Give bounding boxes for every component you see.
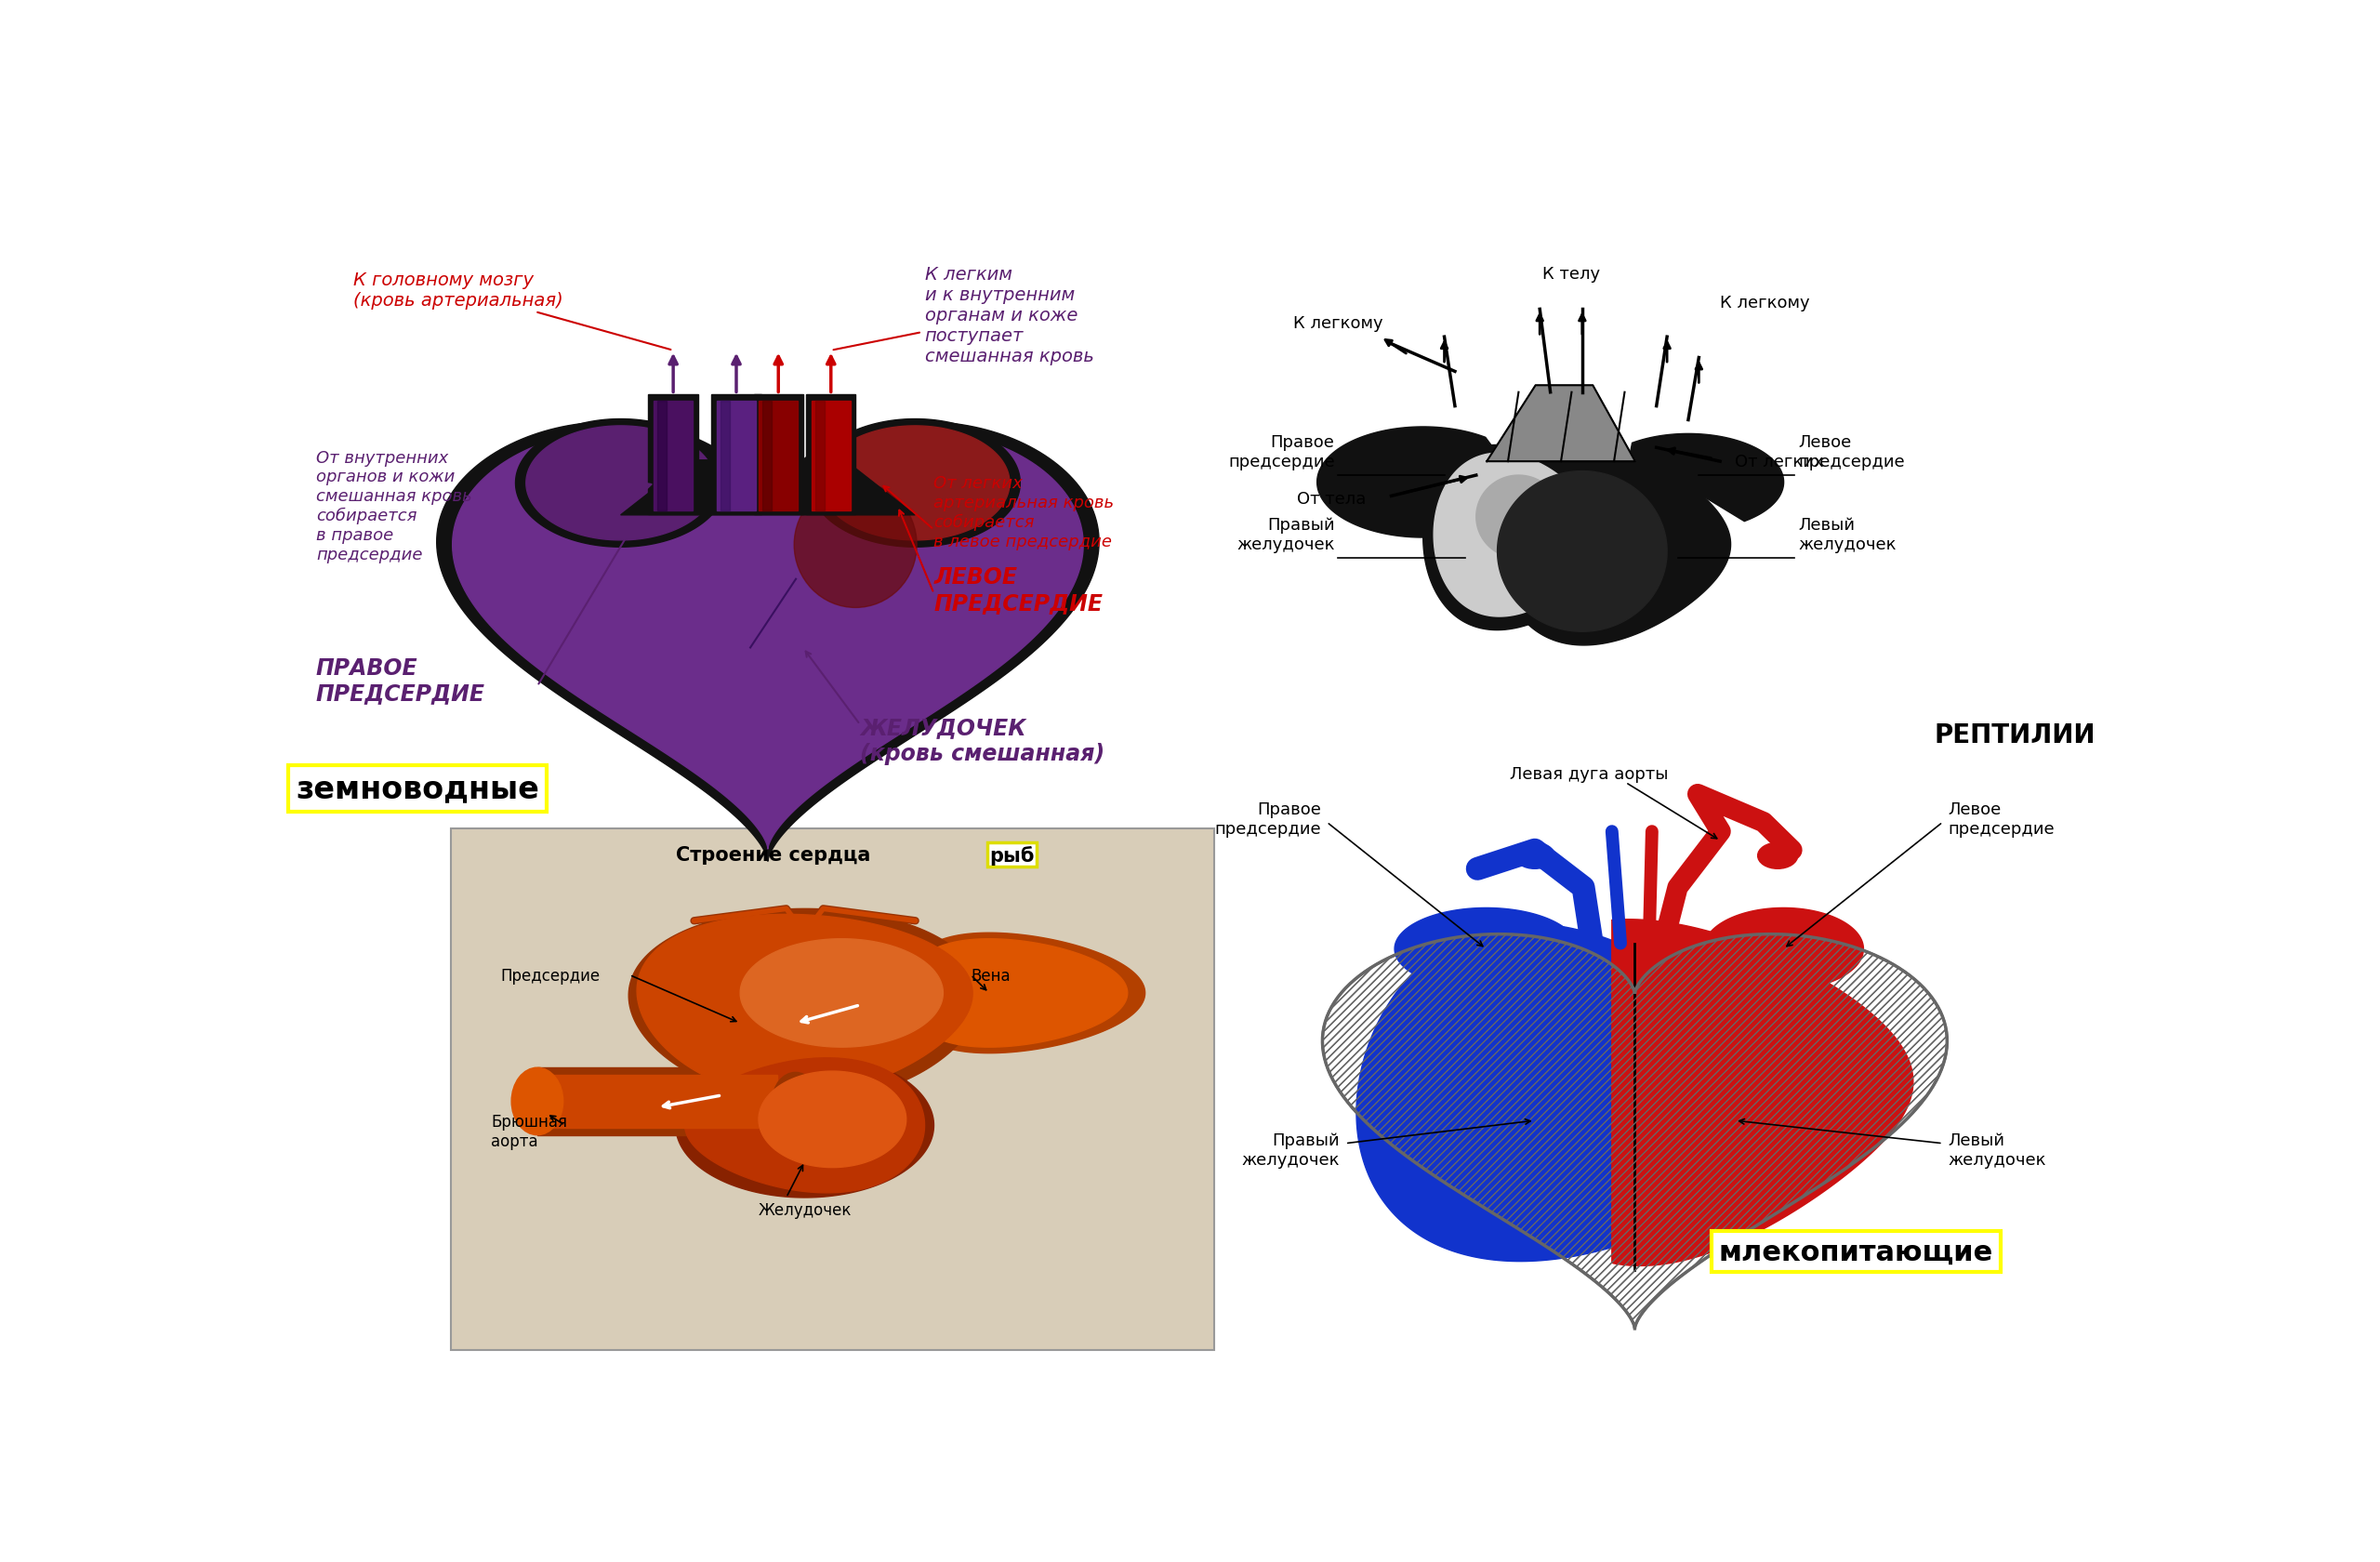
Text: Вена: Вена [971, 967, 1012, 984]
Text: ЛЕВОЕ
ПРЕДСЕРДИЕ: ЛЕВОЕ ПРЕДСЕРДИЕ [933, 567, 1102, 614]
Text: Правый
желудочек: Правый желудочек [1242, 1131, 1340, 1168]
Polygon shape [1476, 476, 1561, 559]
Text: РЕПТИЛИИ: РЕПТИЛИИ [1935, 722, 2097, 748]
Circle shape [1759, 843, 1797, 868]
Text: От легких
артериальная кровь
собирается
в левое предсердие: От легких артериальная кровь собирается … [933, 475, 1114, 550]
Polygon shape [1316, 428, 1518, 537]
Polygon shape [907, 939, 1128, 1048]
Text: Брюшная
аорта: Брюшная аорта [490, 1114, 566, 1150]
Polygon shape [821, 426, 1009, 540]
Polygon shape [452, 431, 1083, 850]
Polygon shape [759, 1072, 907, 1168]
Polygon shape [740, 939, 942, 1048]
Text: земноводные: земноводные [295, 773, 540, 804]
Text: Левый
желудочек: Левый желудочек [1797, 517, 1897, 553]
Text: Левое
предсердие: Левое предсердие [1797, 434, 1904, 470]
Text: От внутренних
органов и кожи
смешанная кровь
собирается
в правое
предсердие: От внутренних органов и кожи смешанная к… [317, 450, 471, 562]
Polygon shape [1433, 453, 1595, 617]
Polygon shape [1357, 925, 1656, 1262]
Polygon shape [712, 395, 762, 514]
Polygon shape [657, 401, 666, 511]
Text: Предсердие: Предсердие [500, 967, 600, 984]
Polygon shape [1497, 472, 1666, 633]
Polygon shape [638, 915, 973, 1097]
Ellipse shape [512, 1068, 564, 1136]
Text: Строение сердца: Строение сердца [676, 845, 876, 864]
Polygon shape [759, 401, 797, 511]
Text: рыб: рыб [990, 845, 1035, 865]
Polygon shape [754, 395, 802, 514]
Polygon shape [538, 1068, 785, 1136]
Polygon shape [1395, 908, 1578, 990]
FancyBboxPatch shape [450, 828, 1214, 1351]
Polygon shape [1611, 920, 1914, 1265]
Text: От легких: От легких [1735, 453, 1823, 470]
Polygon shape [1704, 908, 1864, 990]
Polygon shape [721, 401, 731, 511]
Text: Правое
предсердие: Правое предсердие [1228, 434, 1335, 470]
Polygon shape [547, 1075, 776, 1128]
Polygon shape [526, 426, 716, 540]
Polygon shape [647, 395, 697, 514]
Polygon shape [436, 422, 1100, 862]
Polygon shape [685, 1057, 923, 1193]
Polygon shape [516, 420, 726, 548]
Polygon shape [628, 909, 981, 1101]
Polygon shape [807, 395, 857, 514]
Polygon shape [1423, 445, 1614, 631]
Polygon shape [716, 401, 754, 511]
Text: Левое
предсердие: Левое предсердие [1949, 801, 2054, 837]
Text: К телу: К телу [1542, 266, 1599, 283]
Polygon shape [1497, 444, 1730, 645]
Polygon shape [812, 401, 850, 511]
Polygon shape [676, 1053, 933, 1198]
Text: Правый
желудочек: Правый желудочек [1238, 517, 1335, 553]
Polygon shape [1488, 386, 1635, 462]
Text: Левый
желудочек: Левый желудочек [1949, 1131, 2047, 1168]
Polygon shape [654, 401, 693, 511]
Polygon shape [809, 420, 1021, 548]
Text: К легкому: К легкому [1721, 295, 1809, 311]
Polygon shape [904, 933, 1145, 1053]
Text: ЖЕЛУДОЧЕК
(кровь смешанная): ЖЕЛУДОЧЕК (кровь смешанная) [859, 717, 1104, 765]
Polygon shape [816, 401, 823, 511]
Polygon shape [1626, 434, 1783, 522]
Text: К легкому: К легкому [1292, 316, 1383, 333]
Ellipse shape [774, 1073, 819, 1131]
Circle shape [1514, 843, 1554, 868]
Text: К легким
и к внутренним
органам и коже
поступает
смешанная кровь: К легким и к внутренним органам и коже п… [833, 266, 1095, 366]
Text: Левая дуга аорты: Левая дуга аорты [1509, 765, 1668, 783]
Text: млекопитающие: млекопитающие [1718, 1239, 1994, 1265]
Text: Желудочек: Желудочек [759, 1201, 852, 1218]
Text: ПРАВОЕ
ПРЕДСЕРДИЕ: ПРАВОЕ ПРЕДСЕРДИЕ [317, 656, 486, 704]
Text: Правое
предсердие: Правое предсердие [1214, 801, 1321, 837]
Text: К головному мозгу
(кровь артериальная): К головному мозгу (кровь артериальная) [352, 272, 671, 350]
PathPatch shape [1323, 934, 1947, 1329]
Text: От тела: От тела [1297, 490, 1366, 508]
Polygon shape [762, 401, 771, 511]
Polygon shape [621, 461, 914, 515]
Ellipse shape [795, 483, 916, 608]
